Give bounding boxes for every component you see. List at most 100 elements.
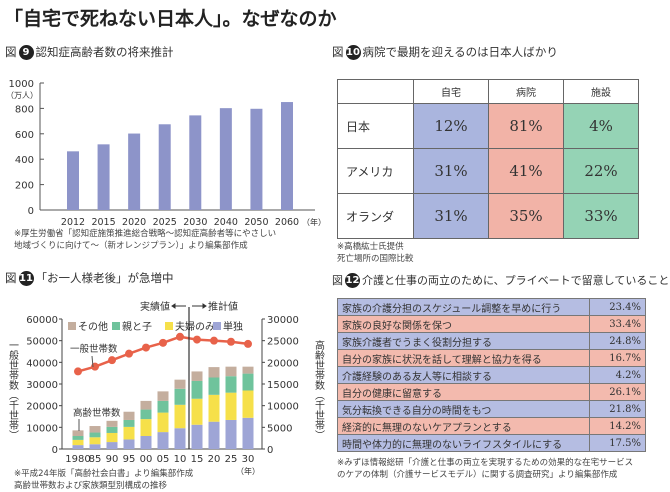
fig9-chart: 0 200 400 600 800 1000（万人） 2012 2015 2020 2025 203… <box>6 79 326 228</box>
x-tick-label: 10 <box>174 454 187 465</box>
line-point <box>227 337 235 346</box>
table-row: オランダ 31% 35% 33% <box>337 193 639 239</box>
fig-number: 10 <box>345 44 361 60</box>
item-value: 17.5% <box>589 434 646 452</box>
bar <box>250 108 263 210</box>
stacked-bar-segment <box>225 376 237 393</box>
left-y-tick-label: 30000 <box>26 380 58 391</box>
stacked-bar-segment <box>242 417 254 449</box>
legend-label: 夫婦のみ <box>175 321 215 333</box>
item-label: 家族の良好な関係を保つ <box>337 315 590 333</box>
stacked-bar-segment <box>191 380 203 399</box>
stacked-bar-segment <box>123 439 135 449</box>
fig-title: 「お一人様老後」が急増中 <box>35 271 174 285</box>
line-point <box>125 349 133 358</box>
stacked-bar-segment <box>208 421 220 449</box>
bar <box>158 124 171 210</box>
stacked-bar-segment <box>106 420 118 427</box>
x-tick-label: 2025 <box>153 217 177 228</box>
item-value: 33.4% <box>589 315 646 333</box>
fig-number: 12 <box>345 272 360 288</box>
fig11-caption: ※平成24年版「高齢社会白書」より編集部作成 高齢世帯数および家族類型別構成の推移 <box>14 468 193 492</box>
item-value: 14.2% <box>589 417 646 435</box>
stacked-bar-segment <box>157 400 169 413</box>
fig-title: 病院で最期を迎えるのは日本人ばかり <box>362 45 558 59</box>
line-annotation: 一般世帯数 <box>70 343 118 355</box>
item-label: 経済的に無理のないケアプランとする <box>337 417 590 435</box>
table-row: アメリカ 31% 41% 22% <box>337 148 639 194</box>
legend-label: その他 <box>78 320 108 333</box>
stacked-bar-segment <box>123 411 135 420</box>
right-y-tick-label: 20000 <box>267 358 299 369</box>
table-row: 時間や体力的に無理のないライフスタイルにする 17.5% <box>337 434 646 452</box>
stacked-bar-segment <box>123 419 135 427</box>
caption-line: ※高橋紘士氏提供 <box>337 242 404 252</box>
caption-line: 高齢世帯数および家族類型別構成の推移 <box>14 481 168 491</box>
x-axis-unit: （年） <box>302 217 326 227</box>
legend-swatch <box>213 322 221 330</box>
left-y-tick-label: 40000 <box>26 358 58 369</box>
left-y-tick-label: 50000 <box>26 337 58 348</box>
arrow-left-icon <box>171 303 186 309</box>
fig-label: 図 <box>332 274 343 287</box>
right-y-tick-label: 25000 <box>267 337 299 348</box>
right-y-tick-label: 0 <box>267 445 273 456</box>
stacked-bar-segment <box>140 436 152 449</box>
right-y-axis-label: 高齢世帯数（千世帯） <box>313 339 325 440</box>
x-tick-label: 2020 <box>122 217 146 228</box>
cell-value: 81% <box>488 103 564 149</box>
x-axis-unit: （年） <box>236 466 260 475</box>
page-title: 「自宅で死ねない日本人」。なぜなのか <box>4 8 337 30</box>
item-label: 時間や体力的に無理のないライフスタイルにする <box>337 434 590 452</box>
line-point <box>91 362 99 371</box>
x-tick-label: 05 <box>157 454 170 465</box>
stacked-bar-segment <box>89 444 101 449</box>
stacked-bar-segment <box>225 419 237 449</box>
stacked-bar-segment <box>157 391 169 401</box>
fig11-heading: 図 11 「お一人様老後」が急増中 <box>5 270 174 286</box>
x-tick-label: 2030 <box>183 217 207 228</box>
stacked-bar-segment <box>157 432 169 449</box>
fig12-heading: 図 12 介護と仕事の両立のために、プライベートで留意していること <box>332 272 669 288</box>
legend-swatch <box>68 322 76 330</box>
item-value: 24.8% <box>589 332 646 350</box>
stacked-bar-segment <box>242 366 254 374</box>
actual-label: 実績値 <box>140 300 170 313</box>
y-tick-label: 1000 <box>9 79 34 90</box>
right-y-tick-label: 30000 <box>267 315 299 326</box>
stacked-bar-segment <box>140 419 152 436</box>
item-value: 4.2% <box>589 366 646 384</box>
x-tick-label: 2012 <box>61 217 85 228</box>
table-row: 経済的に無理のないケアプランとする 14.2% <box>337 417 646 435</box>
y-tick-label: 400 <box>15 155 34 166</box>
stacked-bar-segment <box>225 366 237 377</box>
row-label: オランダ <box>337 193 414 239</box>
stacked-bar-segment <box>89 426 101 433</box>
table-row: 家族の介護分担のスケジュール調整を早めに行う 23.4% <box>337 298 646 316</box>
x-tick-label: 15 <box>191 454 204 465</box>
stacked-bar-segment <box>72 445 84 449</box>
y-tick-label: 200 <box>15 181 34 192</box>
stacked-bar-segment <box>208 367 220 378</box>
stacked-bar-segment <box>106 432 118 443</box>
right-y-tick-label: 5000 <box>267 423 292 434</box>
stacked-bar-segment <box>72 430 84 436</box>
column-header: 施設 <box>563 79 639 104</box>
stacked-bar-segment <box>174 428 186 449</box>
bar-annotation: 高齢世帯数 <box>73 407 121 419</box>
stacked-bar-segment <box>174 388 186 405</box>
line-point <box>176 332 184 341</box>
item-label: 自分の健康に留意する <box>337 383 590 401</box>
fig9-caption: ※厚生労働省「認知症施策推進総合戦略～認知症高齢者等にやさしい 地域づくりに向けて… <box>14 228 276 252</box>
stacked-bar-segment <box>174 379 186 389</box>
stacked-bar-segment <box>242 390 254 418</box>
stacked-bar-segment <box>242 373 254 391</box>
item-value: 16.7% <box>589 349 646 367</box>
stacked-bar-segment <box>72 436 84 440</box>
stacked-bar-segment <box>89 432 101 438</box>
forecast-label: 推計値 <box>208 300 238 313</box>
caption-line: 地域づくりに向けて～（新オレンジプラン）」より編集部作成 <box>14 241 248 251</box>
x-tick-label: 95 <box>123 454 136 465</box>
stacked-bar-segment <box>157 412 169 433</box>
column-header: 自宅 <box>413 79 489 104</box>
